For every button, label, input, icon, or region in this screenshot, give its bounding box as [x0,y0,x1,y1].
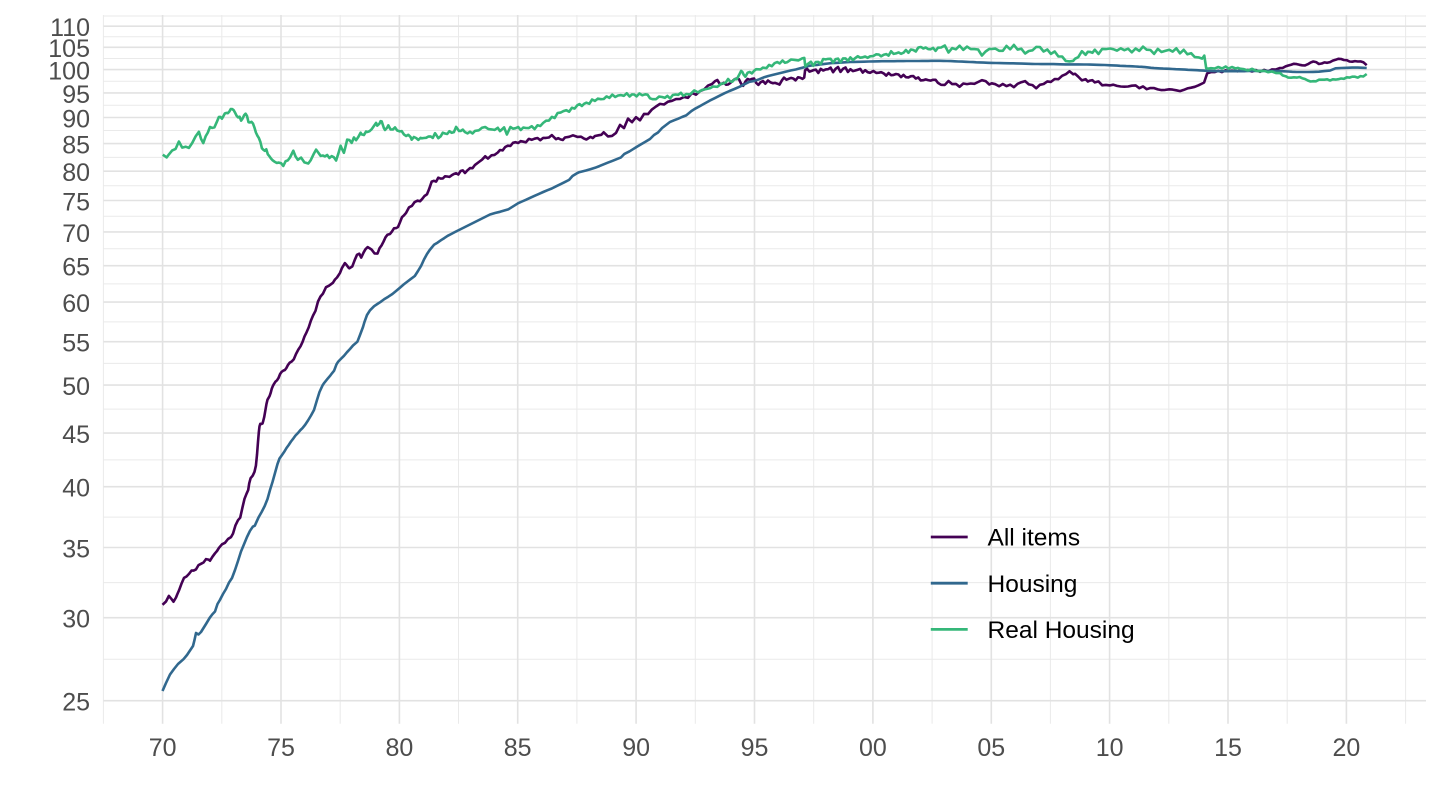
svg-text:15: 15 [1214,734,1242,762]
svg-text:75: 75 [267,734,295,762]
svg-text:95: 95 [62,81,90,109]
svg-text:75: 75 [62,188,90,216]
svg-text:Real Housing: Real Housing [988,617,1135,644]
svg-text:40: 40 [62,475,90,503]
svg-text:80: 80 [62,159,90,187]
svg-text:30: 30 [62,606,90,634]
svg-text:Housing: Housing [988,571,1078,598]
svg-text:80: 80 [385,734,413,762]
svg-text:100: 100 [48,58,90,86]
svg-text:55: 55 [62,330,90,358]
svg-text:25: 25 [62,689,90,717]
svg-text:110: 110 [50,14,90,42]
svg-text:50: 50 [62,373,90,401]
svg-text:60: 60 [62,290,90,318]
svg-text:70: 70 [149,734,177,762]
svg-text:00: 00 [859,734,887,762]
svg-text:70: 70 [62,220,90,248]
svg-text:20: 20 [1332,734,1360,762]
svg-text:45: 45 [62,421,90,449]
svg-text:95: 95 [741,734,769,762]
svg-text:10: 10 [1096,734,1124,762]
svg-text:90: 90 [622,734,650,762]
svg-text:105: 105 [48,35,90,63]
svg-text:90: 90 [62,105,90,133]
svg-text:35: 35 [62,535,90,563]
svg-text:85: 85 [62,132,90,160]
svg-text:05: 05 [977,734,1005,762]
svg-text:85: 85 [504,734,532,762]
svg-text:All items: All items [988,525,1081,552]
svg-text:65: 65 [62,254,90,282]
